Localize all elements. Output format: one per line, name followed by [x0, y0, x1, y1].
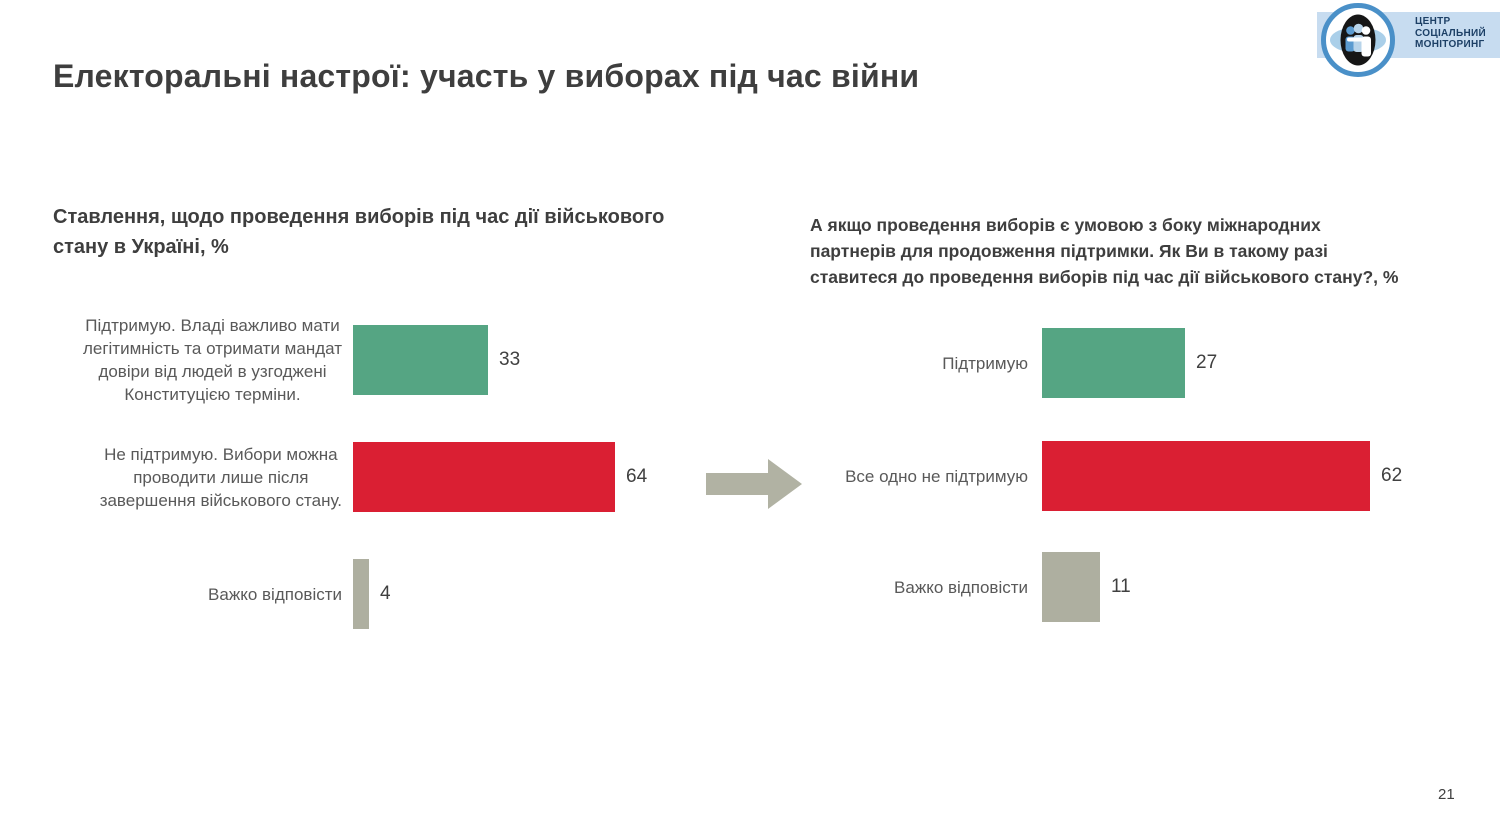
arrow-right-icon — [706, 459, 802, 509]
right-chart-bar-row-still-oppose: 62 — [1042, 441, 1402, 511]
logo-line-3: МОНІТОРИНГ — [1415, 39, 1485, 50]
right-chart-title: А якщо проведення виборів є умовою з бок… — [810, 215, 1399, 287]
logo-line-2: СОЦІАЛЬНИЙ — [1415, 27, 1486, 39]
left-chart-category-hard-to-say: Важко відповісти — [208, 584, 342, 604]
left-chart-category-oppose: Не підтримую. Вибори можна проводити лиш… — [99, 444, 342, 510]
right-chart-bar-row-hard-to-say: 11 — [1042, 552, 1131, 622]
left-chart-category-support: Підтримую. Владі важливо мати легітимніс… — [82, 316, 342, 404]
right-chart-category-support: Підтримую — [942, 353, 1028, 373]
logo-text: ЦЕНТР СОЦІАЛЬНИЙ МОНІТОРИНГ — [1415, 16, 1486, 51]
bar-support — [353, 325, 488, 395]
bar-still-oppose — [1042, 441, 1370, 511]
left-chart-bar-row-hard-to-say: 4 — [353, 559, 391, 629]
right-chart-bar-row-support: 27 — [1042, 328, 1217, 398]
page-number: 21 — [1438, 786, 1455, 803]
left-chart-bar-row-oppose: 64 — [353, 442, 647, 512]
right-chart-category-still-oppose: Все одно не підтримую — [845, 466, 1028, 486]
bar-value-support: 33 — [499, 349, 521, 370]
left-chart-bar-row-support: 33 — [353, 325, 520, 395]
bar-value-oppose: 64 — [626, 466, 648, 487]
logo-line-1: ЦЕНТР — [1415, 16, 1451, 27]
social-monitoring-logo-icon — [1321, 3, 1395, 77]
bar-value-support: 27 — [1196, 352, 1218, 373]
left-chart-title: Ставлення, щодо проведення виборів під ч… — [53, 206, 665, 258]
right-chart-category-hard-to-say: Важко відповісти — [894, 577, 1028, 597]
slide-title: Електоральні настрої: участь у виборах п… — [53, 58, 920, 94]
bar-value-hard-to-say: 11 — [1111, 576, 1131, 597]
bar-hard-to-say — [353, 559, 369, 629]
bar-support — [1042, 328, 1185, 398]
bar-hard-to-say — [1042, 552, 1100, 622]
bar-value-still-oppose: 62 — [1381, 465, 1403, 486]
bar-oppose — [353, 442, 615, 512]
bar-value-hard-to-say: 4 — [380, 583, 391, 604]
